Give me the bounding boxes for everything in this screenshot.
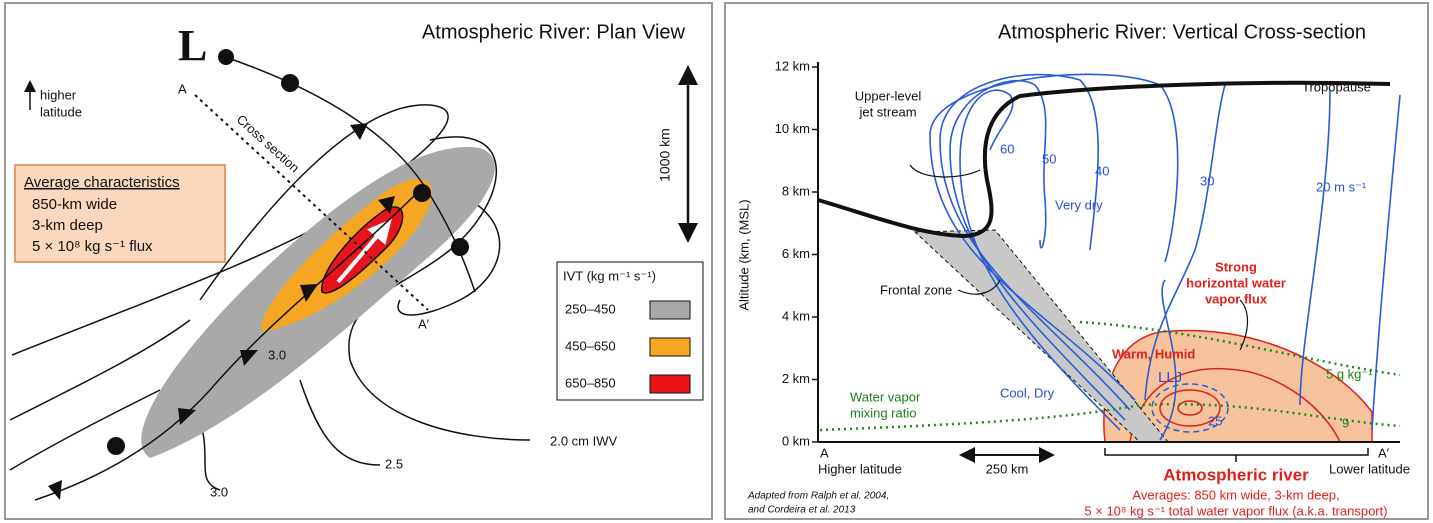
orientation: higher — [40, 87, 77, 102]
contour-label: 2.0 cm IWV — [550, 433, 618, 448]
section-start: A — [178, 81, 187, 96]
end-label: Lower latitude — [1329, 461, 1410, 476]
isotach-label: 20 m s⁻¹ — [1316, 179, 1367, 194]
y-tick-label: 10 km — [775, 121, 810, 136]
frontal-zone-label: Frontal zone — [880, 282, 952, 297]
box-item: 5 × 10⁸ kg s⁻¹ flux — [32, 238, 153, 255]
scale-label: 1000 km — [657, 128, 673, 182]
contour-label: 3.0 — [268, 347, 286, 362]
credit: and Cordeira et al. 2013 — [748, 505, 856, 516]
contour-label: 2.5 — [385, 456, 403, 471]
legend-label: 250–450 — [565, 301, 616, 316]
y-tick-label: 6 km — [782, 246, 810, 261]
mixing-label: 5 g kg⁻¹ — [1326, 366, 1373, 381]
llj-speed: 25 — [1208, 413, 1222, 428]
figure: 250–450 450–650 650–850 Atmospheric River:… — [0, 0, 1433, 523]
legend-title: IVT (kg m⁻¹ s⁻¹) — [563, 268, 656, 283]
section-end: A′ — [418, 316, 430, 331]
tropopause-label: Tropopause — [1302, 79, 1371, 94]
flux-label: Strong — [1215, 259, 1257, 274]
y-tick-label: 2 km — [782, 371, 810, 386]
box-item: 3-km deep — [32, 217, 103, 234]
jet-label: Upper-level — [855, 88, 922, 103]
y-tick-label: 12 km — [775, 58, 810, 73]
isotach-label: 30 — [1200, 173, 1214, 188]
y-tick-label: 4 km — [782, 308, 810, 323]
isotach-label: 40 — [1095, 163, 1109, 178]
distance: 250 km — [986, 461, 1029, 476]
warm-humid: Warm, Humid — [1112, 346, 1195, 361]
plan-view: 250–450 450–650 650–850 Atmospheric River:… — [5, 3, 712, 519]
flux-label: vapor flux — [1205, 291, 1268, 306]
cool-dry: Cool, Dry — [1000, 385, 1055, 400]
start: A — [820, 445, 829, 460]
ar-note: Averages: 850 km wide, 3-km deep, — [1132, 487, 1339, 502]
legend-label: 450–650 — [565, 338, 616, 353]
mixing-ratio-label: Water vapor — [850, 389, 921, 404]
end: A′ — [1378, 445, 1390, 460]
low-label: L — [178, 21, 207, 70]
start-label: Higher latitude — [818, 461, 902, 476]
very-dry: Very dry — [1055, 197, 1103, 212]
y-tick-label: 0 km — [782, 433, 810, 448]
legend-swatch — [650, 338, 690, 356]
flux-label: horizontal water — [1186, 275, 1286, 290]
box-item: 850-km wide — [32, 196, 117, 213]
llj: LLJ — [1158, 369, 1182, 386]
legend-swatch — [650, 301, 690, 319]
legend-label: 650–850 — [565, 375, 616, 390]
legend-swatch — [650, 375, 690, 393]
credit: Adapted from Ralph et al. 2004, — [747, 491, 889, 502]
contour-label: 3.0 — [210, 484, 228, 499]
y-axis-label: Altitude (km, (MSL) — [736, 199, 751, 310]
ar-title: Atmospheric river — [1163, 465, 1309, 484]
cross-section: 0 km 2 km 4 km 6 km 8 km 10 km 12 km Atmospher… — [725, 3, 1428, 519]
isotach-label: 50 — [1042, 151, 1056, 166]
mixing-label: 9 — [1342, 415, 1349, 430]
mixing-ratio-label: mixing ratio — [850, 405, 916, 420]
title: Atmospheric River: Vertical Cross-sectio… — [998, 21, 1366, 43]
ar-note: 5 × 10⁸ kg s⁻¹ total water vapor flux (a… — [1084, 503, 1387, 518]
orientation: latitude — [40, 104, 82, 119]
title: Atmospheric River: Plan View — [422, 21, 686, 43]
isotach-label: 60 — [1000, 141, 1014, 156]
jet-label: jet stream — [858, 104, 916, 119]
y-tick-label: 8 km — [782, 183, 810, 198]
box-title: Average characteristics — [24, 174, 180, 191]
